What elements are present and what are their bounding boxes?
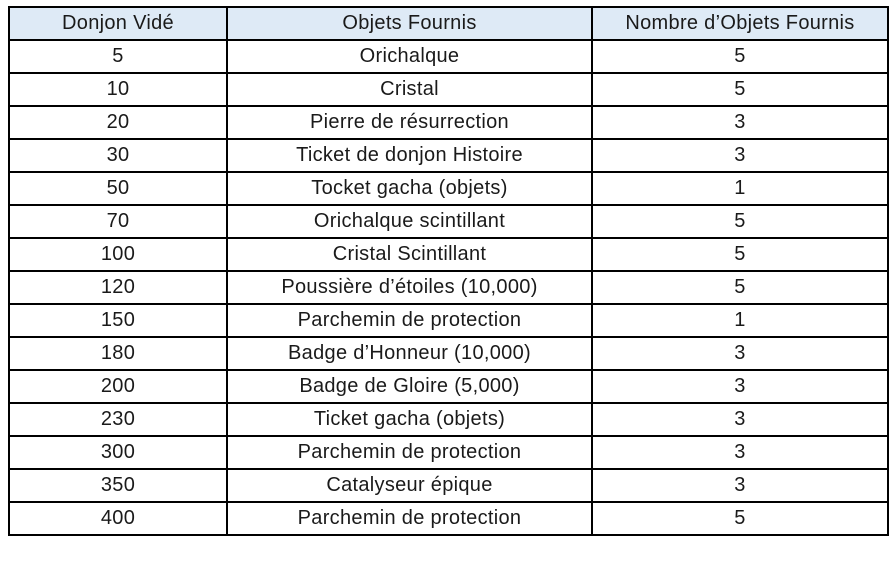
cell-nombre-objets: 1: [591, 171, 889, 206]
cell-donjon-vide: 120: [8, 270, 228, 305]
table-row: 120 Poussière d’étoiles (10,000) 5: [8, 270, 889, 305]
cell-donjon-vide: 5: [8, 39, 228, 74]
cell-objet-fourni: Badge d’Honneur (10,000): [226, 336, 593, 371]
cell-nombre-objets: 5: [591, 270, 889, 305]
table-row: 5 Orichalque 5: [8, 39, 889, 74]
header-row: Donjon Vidé Objets Fournis Nombre d’Obje…: [8, 6, 889, 41]
cell-nombre-objets: 3: [591, 468, 889, 503]
table-row: 150 Parchemin de protection 1: [8, 303, 889, 338]
table-row: 70 Orichalque scintillant 5: [8, 204, 889, 239]
cell-objet-fourni: Cristal: [226, 72, 593, 107]
cell-objet-fourni: Pierre de résurrection: [226, 105, 593, 140]
cell-nombre-objets: 3: [591, 138, 889, 173]
cell-objet-fourni: Ticket de donjon Histoire: [226, 138, 593, 173]
cell-nombre-objets: 5: [591, 39, 889, 74]
cell-donjon-vide: 300: [8, 435, 228, 470]
cell-objet-fourni: Parchemin de protection: [226, 435, 593, 470]
table-row: 10 Cristal 5: [8, 72, 889, 107]
cell-donjon-vide: 400: [8, 501, 228, 536]
cell-objet-fourni: Orichalque: [226, 39, 593, 74]
table-row: 20 Pierre de résurrection 3: [8, 105, 889, 140]
cell-nombre-objets: 1: [591, 303, 889, 338]
col-header-donjon-vide: Donjon Vidé: [8, 6, 228, 41]
cell-objet-fourni: Parchemin de protection: [226, 303, 593, 338]
col-header-objets-fournis: Objets Fournis: [226, 6, 593, 41]
cell-objet-fourni: Tocket gacha (objets): [226, 171, 593, 206]
table-row: 50 Tocket gacha (objets) 1: [8, 171, 889, 206]
cell-donjon-vide: 350: [8, 468, 228, 503]
table-row: 30 Ticket de donjon Histoire 3: [8, 138, 889, 173]
cell-nombre-objets: 5: [591, 204, 889, 239]
cell-donjon-vide: 150: [8, 303, 228, 338]
cell-donjon-vide: 100: [8, 237, 228, 272]
cell-donjon-vide: 50: [8, 171, 228, 206]
table-body: 5 Orichalque 5 10 Cristal 5 20 Pierre de résurr…: [8, 39, 889, 536]
col-header-nombre-objets-fournis: Nombre d’Objets Fournis: [591, 6, 889, 41]
cell-objet-fourni: Orichalque scintillant: [226, 204, 593, 239]
table-row: 180 Badge d’Honneur (10,000) 3: [8, 336, 889, 371]
cell-donjon-vide: 10: [8, 72, 228, 107]
cell-nombre-objets: 5: [591, 72, 889, 107]
cell-objet-fourni: Parchemin de protection: [226, 501, 593, 536]
cell-donjon-vide: 180: [8, 336, 228, 371]
cell-objet-fourni: Catalyseur épique: [226, 468, 593, 503]
cell-nombre-objets: 3: [591, 336, 889, 371]
table-row: 400 Parchemin de protection 5: [8, 501, 889, 536]
cell-nombre-objets: 3: [591, 435, 889, 470]
table-row: 100 Cristal Scintillant 5: [8, 237, 889, 272]
cell-nombre-objets: 3: [591, 402, 889, 437]
cell-donjon-vide: 20: [8, 105, 228, 140]
table-row: 200 Badge de Gloire (5,000) 3: [8, 369, 889, 404]
cell-donjon-vide: 30: [8, 138, 228, 173]
table-row: 230 Ticket gacha (objets) 3: [8, 402, 889, 437]
cell-objet-fourni: Badge de Gloire (5,000): [226, 369, 593, 404]
cell-nombre-objets: 3: [591, 105, 889, 140]
cell-objet-fourni: Ticket gacha (objets): [226, 402, 593, 437]
cell-nombre-objets: 3: [591, 369, 889, 404]
cell-donjon-vide: 200: [8, 369, 228, 404]
table-row: 350 Catalyseur épique 3: [8, 468, 889, 503]
cell-objet-fourni: Poussière d’étoiles (10,000): [226, 270, 593, 305]
rewards-table: Donjon Vidé Objets Fournis Nombre d’Obje…: [8, 6, 889, 536]
cell-nombre-objets: 5: [591, 237, 889, 272]
cell-nombre-objets: 5: [591, 501, 889, 536]
cell-donjon-vide: 230: [8, 402, 228, 437]
table-row: 300 Parchemin de protection 3: [8, 435, 889, 470]
cell-objet-fourni: Cristal Scintillant: [226, 237, 593, 272]
cell-donjon-vide: 70: [8, 204, 228, 239]
